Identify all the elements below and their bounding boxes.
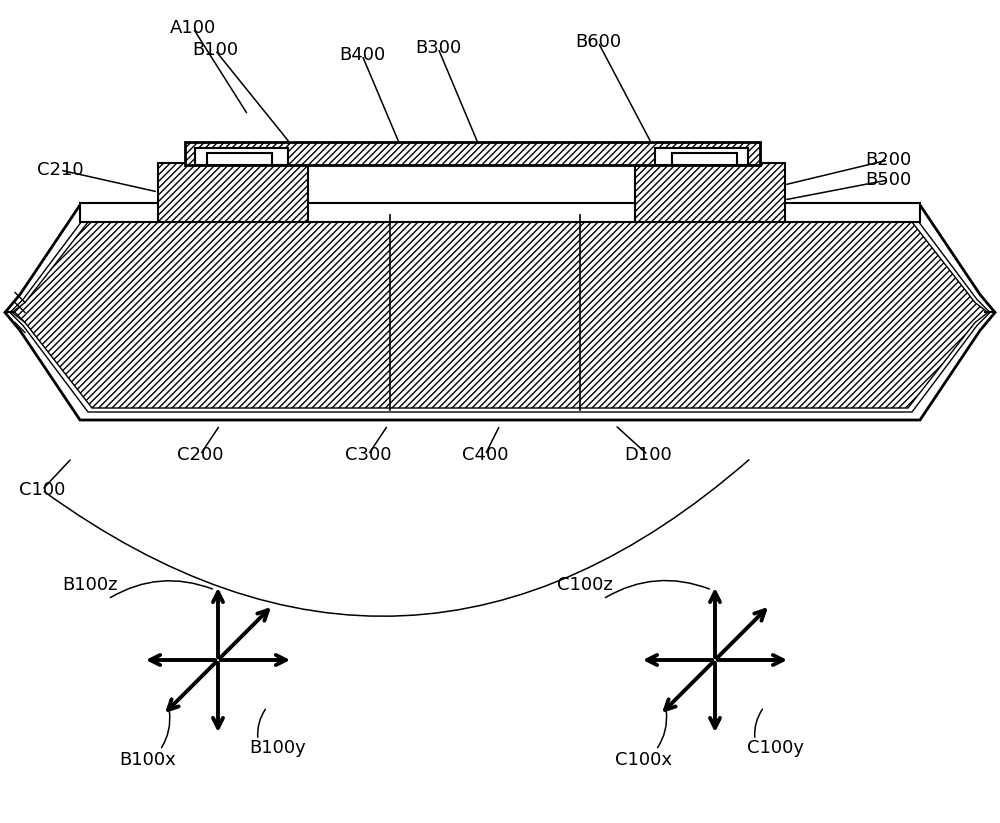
- Text: B100: B100: [192, 41, 238, 59]
- Text: B100x: B100x: [120, 751, 176, 769]
- Bar: [672, 153, 737, 165]
- Polygon shape: [5, 205, 995, 420]
- Text: B200: B200: [865, 151, 911, 169]
- Text: B600: B600: [575, 33, 621, 51]
- Text: B100z: B100z: [62, 576, 118, 594]
- Text: C200: C200: [177, 446, 223, 464]
- Text: C100x: C100x: [616, 751, 672, 769]
- Bar: [207, 153, 272, 165]
- Text: A100: A100: [170, 19, 216, 37]
- Text: C400: C400: [462, 446, 508, 464]
- Text: C100z: C100z: [557, 576, 613, 594]
- Bar: [158, 163, 308, 222]
- Text: B500: B500: [865, 171, 911, 189]
- Text: C210: C210: [37, 161, 83, 179]
- Text: D100: D100: [624, 446, 672, 464]
- Bar: [635, 163, 785, 222]
- Bar: [195, 148, 288, 165]
- Bar: [185, 142, 760, 165]
- Polygon shape: [12, 217, 988, 408]
- Text: C100y: C100y: [746, 739, 804, 757]
- Polygon shape: [10, 213, 990, 412]
- Text: B300: B300: [415, 39, 461, 57]
- Text: C300: C300: [345, 446, 391, 464]
- Text: B400: B400: [339, 46, 385, 64]
- Text: B100y: B100y: [250, 739, 306, 757]
- Bar: [655, 148, 748, 165]
- Bar: [80, 203, 920, 222]
- Text: C100: C100: [19, 481, 65, 499]
